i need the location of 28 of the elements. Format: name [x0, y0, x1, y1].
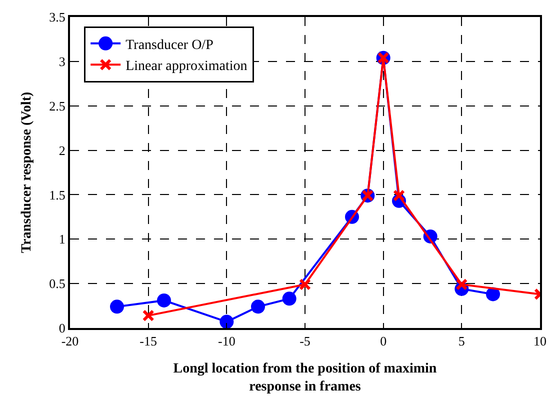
legend-label: Transducer O/P — [126, 38, 214, 53]
point — [251, 300, 265, 314]
point — [220, 314, 234, 328]
point — [157, 293, 171, 308]
x-tick-label: -15 — [140, 334, 157, 349]
y-tick-label: 3.5 — [49, 10, 66, 25]
x-axis-title: Longl location from the position of maximin response in frames — [173, 361, 437, 395]
point — [299, 278, 311, 290]
point — [456, 278, 468, 290]
legend-label: Linear approximation — [126, 59, 248, 74]
x-tick-label: -5 — [300, 334, 310, 349]
x-tick-label: 0 — [380, 334, 387, 349]
point — [110, 300, 124, 314]
y-tick-label: 1.5 — [49, 187, 66, 202]
x-tick-label: -10 — [218, 334, 236, 349]
x-tick-label: 5 — [458, 334, 465, 349]
x-tick-label: -20 — [61, 334, 79, 349]
point — [142, 310, 154, 322]
point — [282, 292, 296, 306]
point — [393, 190, 405, 202]
y-tick-label: 2 — [58, 142, 66, 158]
y-tick-label: 0 — [58, 320, 66, 336]
x-tick-label: 10 — [534, 334, 546, 349]
y-tick-label: 1 — [58, 232, 66, 247]
y-axis-title: Transducer response (Volt) — [19, 92, 34, 254]
y-tick-label: 0.5 — [49, 276, 66, 292]
y-tick-label: 2.5 — [49, 98, 66, 114]
y-tick-label: 3 — [58, 54, 66, 69]
